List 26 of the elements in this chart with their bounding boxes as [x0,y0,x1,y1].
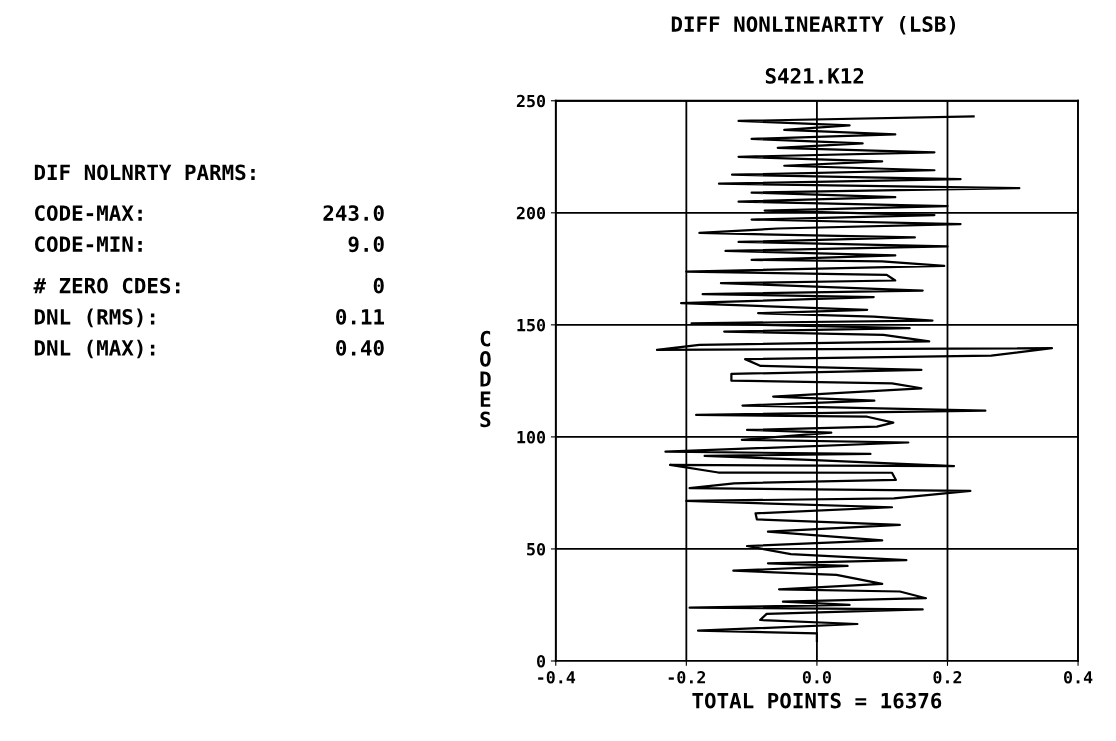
text: # ZERO CDES: [33,277,180,294]
y-tick-label: 50 [527,542,546,556]
y-tick-label: 250 [516,94,546,108]
y-tick-label: 200 [516,206,546,220]
text: DNL (RMS): [34,308,155,328]
text: 243.0 [323,205,384,221]
text: CODE-MIN: [35,236,142,253]
text: 0.40 [336,340,384,356]
text: DIF NOLNRTY PARMS: [34,164,255,181]
x-tick-label: 0.4 [1064,670,1093,684]
text: 0 [373,277,384,294]
y-tick-label: 100 [517,430,546,444]
y-tick-label: 150 [517,318,546,332]
y-axis-title: CODES [480,330,491,428]
text: CODE-MAX: [35,205,142,221]
text: DNL (MAX): [34,339,155,359]
x-axis-title: TOTAL POINTS = 16376 [692,692,942,709]
chart-subtitle: S421.K12 [765,68,864,84]
x-tick-label: 0.0 [802,670,831,684]
y-tick-label: 0 [537,654,546,668]
chart-title: DIFF NONLINEARITY (LSB) [671,15,956,35]
text: 9.0 [348,236,384,253]
text: 0.11 [336,308,385,325]
x-tick-label: -0.2 [668,670,706,684]
x-tick-label: 0.2 [933,670,962,684]
x-tick-label: -0.4 [538,670,576,684]
